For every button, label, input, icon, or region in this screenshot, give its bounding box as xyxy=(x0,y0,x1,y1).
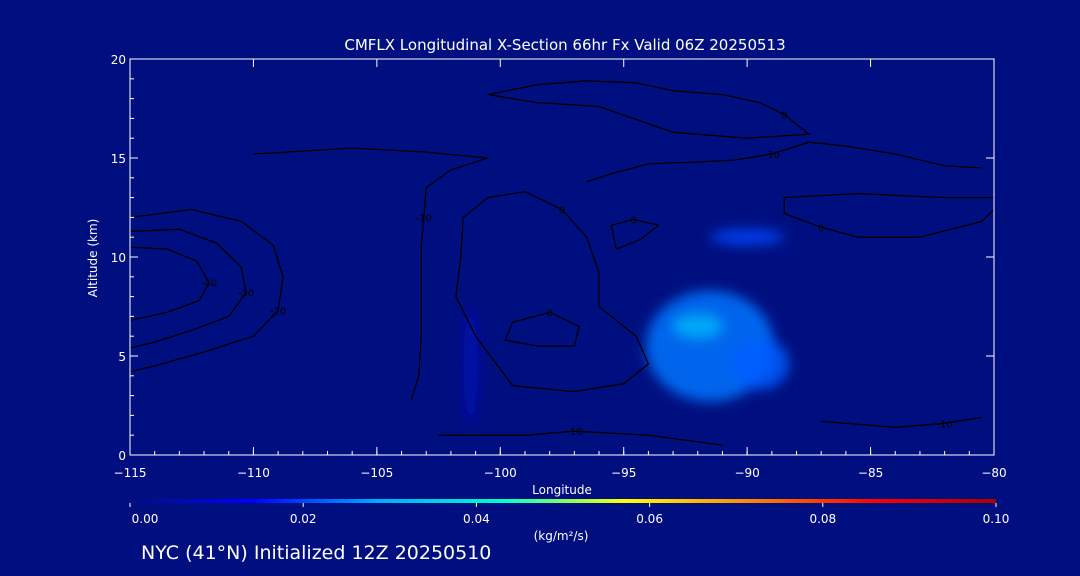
contour-line-5 xyxy=(253,147,489,400)
contour-line-7 xyxy=(586,141,982,183)
x-axis-label: Longitude xyxy=(532,483,592,497)
x-tick-label-2: −105 xyxy=(360,466,393,480)
footer-text: NYC (41°N) Initialized 12Z 20250510 xyxy=(141,542,492,564)
colorbar-ticks: 0.00 0.02 0.04 0.06 0.08 0.10 xyxy=(129,503,1010,526)
y-tick-label-3: 15 xyxy=(111,152,126,166)
contour-line-1 xyxy=(783,192,994,238)
field-blob-1 xyxy=(673,314,723,339)
contour-label-2: 0 xyxy=(781,110,787,121)
y-tick-label-1: 5 xyxy=(118,350,126,364)
y-axis: 0 5 10 15 20 xyxy=(111,53,994,463)
contour-line-8 xyxy=(821,416,982,428)
contour-line-4 xyxy=(610,218,660,250)
field-blob-2 xyxy=(729,338,790,390)
x-tick-label-1: −110 xyxy=(237,466,270,480)
colorbar-label: (kg/m²/s) xyxy=(534,529,589,543)
flux-field xyxy=(463,229,790,426)
colorbar-tick-label-3: 0.06 xyxy=(636,512,663,526)
chart-title: CMFLX Longitudinal X-Section 66hr Fx Val… xyxy=(344,36,785,54)
contour-line-11 xyxy=(130,246,210,322)
contour-label-11: -40 xyxy=(201,279,217,290)
y-tick-label-0: 0 xyxy=(118,449,126,463)
contour-label-10: -30 xyxy=(238,289,254,300)
x-tick-label-6: −85 xyxy=(858,466,883,480)
colorbar-tick-label-2: 0.04 xyxy=(463,512,490,526)
contour-label-6: -10 xyxy=(566,427,582,438)
colorbar-tick-label-0: 0.00 xyxy=(132,512,159,526)
contour-line-3 xyxy=(504,311,581,347)
contour-line-9 xyxy=(130,208,284,373)
colorbar xyxy=(130,499,996,503)
colorbar-tick-label-1: 0.02 xyxy=(290,512,317,526)
contour-line-0 xyxy=(455,191,650,393)
y-tick-label-4: 20 xyxy=(111,53,126,67)
contour-label-5: -10 xyxy=(416,213,432,224)
contour-lines: 0 0 0 0 0 -10 -10 -10 -10 -20 -30 -40 xyxy=(130,80,994,446)
x-tick-label-3: −100 xyxy=(484,466,517,480)
plot-frame xyxy=(129,58,995,456)
contour-label-0: 0 xyxy=(559,205,565,216)
contour-line-6 xyxy=(438,430,723,446)
contour-label-1: 0 xyxy=(818,223,824,234)
y-axis-label: Altitude (km) xyxy=(86,219,100,298)
contour-line-2 xyxy=(487,80,811,139)
colorbar-tick-label-5: 0.10 xyxy=(983,512,1010,526)
contour-label-8: -10 xyxy=(936,419,952,430)
contour-label-4: 0 xyxy=(630,215,636,226)
colorbar-tick-label-4: 0.08 xyxy=(809,512,836,526)
x-tick-label-7: −80 xyxy=(981,466,1006,480)
field-blob-4 xyxy=(463,306,479,426)
x-tick-label-0: −115 xyxy=(114,466,147,480)
contour-label-3: 0 xyxy=(546,308,552,319)
field-blob-3 xyxy=(710,229,785,246)
contour-line-10 xyxy=(130,228,247,349)
x-tick-label-4: −95 xyxy=(611,466,636,480)
contour-label-9: -20 xyxy=(270,306,286,317)
x-axis: −115 −110 −105 −100 −95 −90 −85 −80 xyxy=(114,59,1007,480)
x-tick-label-5: −90 xyxy=(734,466,759,480)
contour-label-7: -10 xyxy=(764,150,780,161)
y-tick-label-2: 10 xyxy=(111,251,126,265)
